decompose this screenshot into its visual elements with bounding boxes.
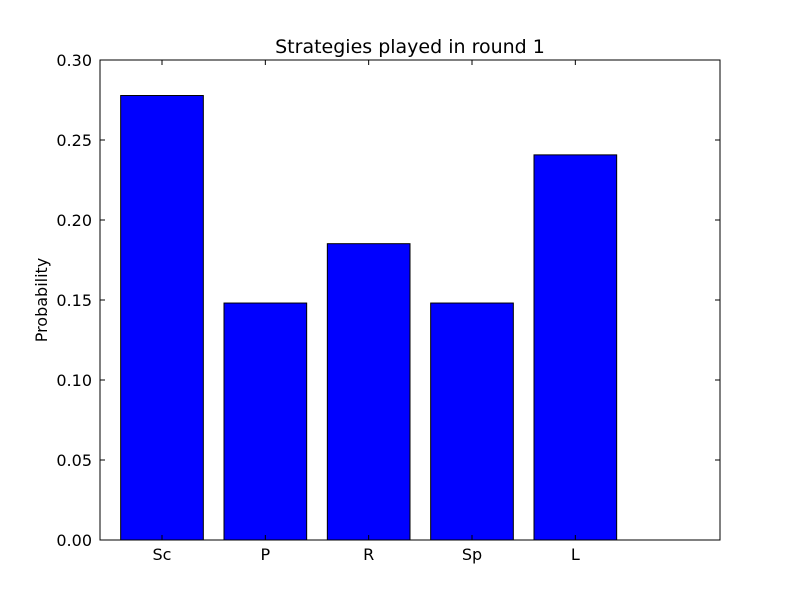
bar-r — [326, 243, 411, 541]
y-tick-label: 0.30 — [56, 51, 92, 70]
y-tick-label: 0.05 — [56, 451, 92, 470]
x-tick-label: Sp — [462, 545, 482, 564]
bar-p — [223, 302, 308, 541]
labels-layer: Sc P R Sp L 0.00 0.05 0.10 0.15 0.20 0.25 0.30 — [56, 51, 579, 564]
bar-l — [533, 154, 618, 541]
x-tick-label: Sc — [153, 545, 172, 564]
x-tick-label: L — [571, 545, 580, 564]
x-tick-label: P — [261, 545, 271, 564]
chart-title: Strategies played in round 1 — [275, 36, 545, 58]
bar-sc — [120, 95, 204, 541]
y-tick-label: 0.00 — [56, 531, 92, 550]
y-axis-label: Probability — [32, 258, 51, 343]
plot-frame — [99, 59, 721, 541]
y-tick-label: 0.25 — [56, 131, 92, 150]
y-tick-label: 0.15 — [56, 291, 92, 310]
bar-sp — [430, 302, 514, 541]
y-tick-label: 0.10 — [56, 371, 92, 390]
bars-layer — [120, 95, 618, 541]
x-tick-label: R — [363, 545, 374, 564]
y-tick-label: 0.20 — [56, 211, 92, 230]
